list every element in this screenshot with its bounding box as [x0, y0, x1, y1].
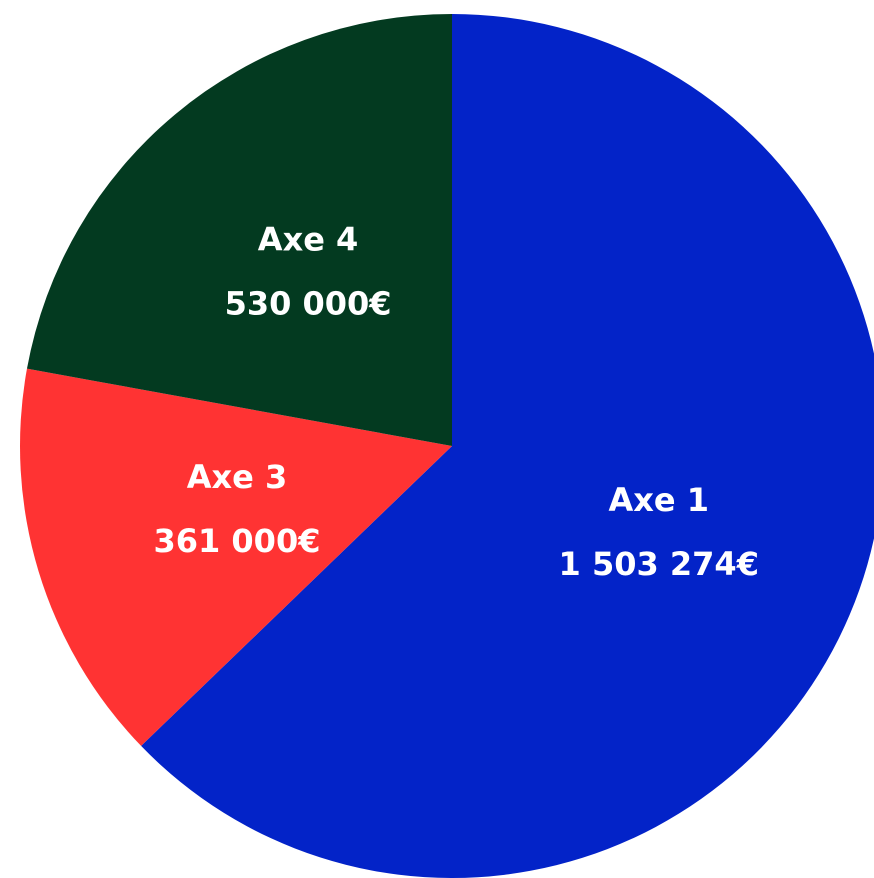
pie-slice [141, 14, 874, 878]
pie-slice [26, 14, 453, 446]
pie-slice [19, 368, 452, 746]
slice-label: Axe 1 [609, 481, 710, 519]
slice-value-label: 1 503 274€ [559, 545, 759, 583]
slice-value-label: 361 000€ [153, 522, 320, 560]
slice-label: Axe 4 [258, 221, 359, 259]
slice-label: Axe 3 [187, 458, 288, 496]
slice-value-label: 530 000€ [225, 285, 392, 323]
